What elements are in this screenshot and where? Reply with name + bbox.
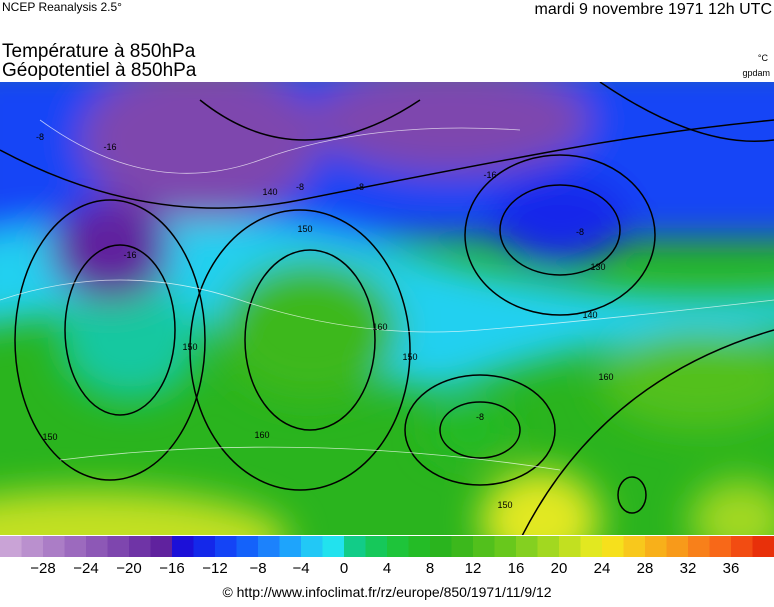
colorbar-tick-label: 0 <box>340 560 348 577</box>
color-swatch <box>623 536 646 557</box>
colorbar-tick-label: 4 <box>383 560 391 577</box>
color-swatch <box>150 536 173 557</box>
contour-label: -16 <box>123 250 136 260</box>
contour-label: -8 <box>476 412 484 422</box>
contour-label: 150 <box>182 342 197 352</box>
color-swatch <box>301 536 323 557</box>
color-swatch <box>408 536 431 557</box>
color-swatch <box>258 536 280 557</box>
color-swatch <box>516 536 538 557</box>
color-swatch <box>580 536 603 557</box>
contour-label: -16 <box>103 142 116 152</box>
contour-label: 150 <box>402 352 417 362</box>
color-swatch <box>430 536 452 557</box>
colorbar-tick-label: 32 <box>680 560 697 577</box>
color-swatch <box>752 536 774 557</box>
colorbar-tick-label: 28 <box>637 560 654 577</box>
unit: gpdam <box>742 68 770 78</box>
colorbar-tick-label: 12 <box>465 560 482 577</box>
color-swatch <box>193 536 216 557</box>
color-swatch <box>236 536 259 557</box>
color-swatch <box>602 536 624 557</box>
color-swatch <box>43 536 65 557</box>
contour-label: 150 <box>42 432 57 442</box>
color-swatch <box>731 536 753 557</box>
color-swatch <box>344 536 366 557</box>
color-swatch <box>365 536 388 557</box>
colorbar-tick-label: −4 <box>292 560 309 577</box>
colorbar-tick-label: 24 <box>594 560 611 577</box>
title: Géopotentiel à 850hPa <box>2 60 197 81</box>
color-swatch <box>666 536 689 557</box>
map <box>0 82 774 535</box>
color-swatch <box>559 536 581 557</box>
color-swatch <box>21 536 44 557</box>
contour-label: 140 <box>262 187 277 197</box>
colorbar-tick-label: 8 <box>426 560 434 577</box>
color-swatch <box>688 536 710 557</box>
color-swatch <box>107 536 130 557</box>
color-swatch <box>215 536 237 557</box>
contour-label: 160 <box>254 430 269 440</box>
colorbar-tick-label: 20 <box>551 560 568 577</box>
color-swatch <box>172 536 194 557</box>
unit: °C <box>758 53 769 63</box>
contour-label: -8 <box>36 132 44 142</box>
contour-label: -8 <box>356 182 364 192</box>
color-swatch <box>709 536 732 557</box>
color-swatch <box>0 536 22 557</box>
color-swatch <box>86 536 108 557</box>
colorbar-tick-label: −24 <box>73 560 98 577</box>
contour-label: -8 <box>576 227 584 237</box>
color-swatch <box>451 536 474 557</box>
color-swatch <box>645 536 667 557</box>
color-swatch <box>64 536 87 557</box>
color-swatch <box>537 536 560 557</box>
contour-label: 150 <box>497 500 512 510</box>
colorbar-tick-label: −20 <box>116 560 141 577</box>
color-swatch <box>387 536 409 557</box>
color-swatch <box>129 536 151 557</box>
color-swatch <box>322 536 345 557</box>
colorbar-tick-label: −16 <box>159 560 184 577</box>
footer-url: © http://www.infoclimat.fr/rz/europe/850… <box>222 584 551 600</box>
colorbar-tick-label: 16 <box>508 560 525 577</box>
title: Température à 850hPa <box>2 41 196 62</box>
colorbar-tick-label: −12 <box>202 560 227 577</box>
date: mardi 9 novembre 1971 12h UTC <box>535 1 772 18</box>
colorbar-tick-label: −28 <box>30 560 55 577</box>
colorbar-tick-label: −8 <box>249 560 266 577</box>
color-swatch <box>494 536 517 557</box>
colorbar-tick-label: 36 <box>723 560 740 577</box>
contour-label: 160 <box>372 322 387 332</box>
color-swatch <box>279 536 302 557</box>
contour-label: 130 <box>590 262 605 272</box>
contour-label: 140 <box>582 310 597 320</box>
color-swatch <box>473 536 495 557</box>
source: NCEP Reanalysis 2.5° <box>2 0 122 14</box>
contour-label: -8 <box>296 182 304 192</box>
contour-label: 150 <box>297 224 312 234</box>
contour-label: -16 <box>483 170 496 180</box>
contour-label: 160 <box>598 372 613 382</box>
